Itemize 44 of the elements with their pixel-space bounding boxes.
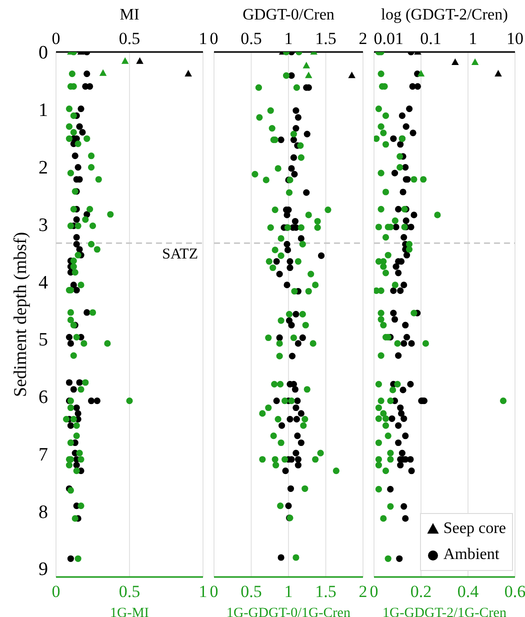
legend-label: Seep core	[443, 519, 506, 539]
y-tick-label: 2	[38, 158, 48, 178]
x2-axis-title: log (GDGT-2/Cren)	[381, 6, 508, 24]
y-tick-label: 3	[38, 214, 48, 236]
x-axis-title: 1G-GDGT-0/1G-Cren	[226, 606, 350, 617]
x-tick-label: 0.5	[240, 582, 262, 602]
y-tick-label: 9	[38, 559, 48, 580]
x2-tick-label: 1	[198, 29, 208, 48]
x2-tick-label: 0.1	[420, 29, 442, 48]
x2-tick-label: 1.5	[315, 29, 336, 48]
y-tick-label: 7	[38, 444, 48, 466]
y-tick-label: 1	[38, 100, 48, 122]
y-axis-title: Sediment depth (mbsf)	[10, 232, 30, 397]
legend-label: Ambient	[443, 545, 500, 565]
x-tick-label: 1	[284, 582, 293, 602]
x-tick-label: 0.2	[410, 582, 432, 602]
x-axis-title: 1G-MI	[110, 606, 150, 617]
x-tick-label: 0.6	[504, 582, 525, 602]
y-tick-label: 5	[38, 330, 48, 351]
x2-tick-label: 0	[210, 29, 218, 48]
x-tick-label: 1.5	[315, 582, 336, 602]
y-tick-label: 8	[38, 502, 48, 523]
x2-tick-label: 0	[52, 29, 60, 48]
ref-line-label: SATZ	[162, 246, 198, 263]
x2-tick-label: 0.01	[374, 29, 404, 48]
x-tick-label: 2	[358, 582, 368, 602]
x-tick-label: 0.4	[457, 582, 480, 602]
y-tick-label: 4	[38, 272, 48, 294]
x2-tick-label: 2	[358, 29, 368, 48]
x-tick-label: 0	[52, 582, 60, 602]
x2-axis-title: MI	[120, 6, 140, 24]
x2-axis-title: GDGT-0/Cren	[242, 6, 334, 24]
x2-tick-label: 10	[506, 29, 524, 48]
y-tick-label: 0	[38, 42, 48, 64]
x-tick-label: 0.5	[118, 582, 140, 602]
x2-tick-label: 0.5	[118, 29, 140, 48]
x-tick-label: 0	[210, 582, 218, 602]
x2-tick-label: 1	[468, 29, 478, 48]
x-tick-label: 1	[198, 582, 208, 602]
x2-tick-label: 1	[284, 29, 293, 48]
x-tick-label: 0	[370, 582, 378, 602]
y-tick-label: 6	[38, 387, 48, 408]
x-axis-title: 1G-GDGT-2/1G-Cren	[382, 606, 506, 617]
x2-tick-label: 0.5	[240, 29, 262, 48]
